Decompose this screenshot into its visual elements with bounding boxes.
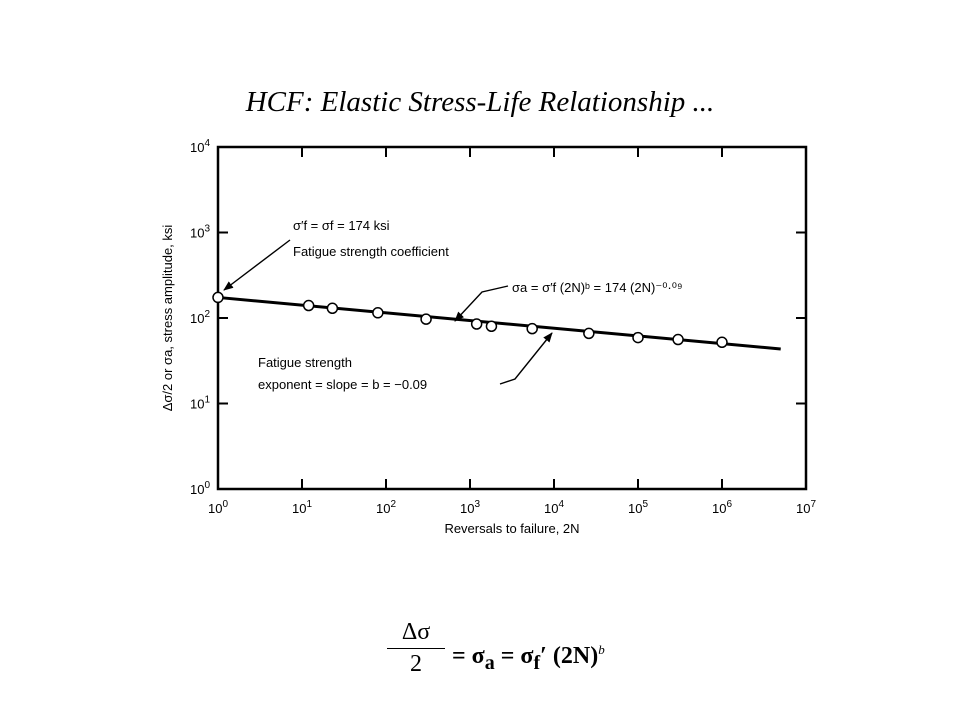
- formula-denominator: 2: [410, 651, 422, 677]
- data-point: [302, 299, 315, 312]
- formula-eq1: = σ: [452, 643, 485, 669]
- exponent-arrow: [499, 332, 553, 385]
- y-tick-label: 103: [190, 224, 210, 241]
- coef-label: Fatigue strength coefficient: [293, 244, 449, 259]
- x-tick-label: 107: [796, 499, 816, 516]
- axis-ticks: [218, 147, 806, 489]
- formula-numerator: Δσ: [401, 619, 431, 645]
- y-tick-label: 104: [190, 138, 210, 155]
- data-point: [212, 291, 224, 304]
- data-point: [632, 331, 644, 344]
- y-tick-label: 101: [190, 395, 210, 412]
- exponent-label-line1: Fatigue strength: [258, 355, 352, 370]
- formula-eq2: = σ: [494, 643, 534, 669]
- y-tick-label: 102: [190, 309, 210, 326]
- x-tick-labels: 100 101 102 103 104 105 106 107: [208, 499, 816, 516]
- basquin-formula: Δσ 2 = σa = σf′ (2N)b: [0, 618, 960, 682]
- y-tick-label: 100: [190, 480, 210, 497]
- formula-exp-b: b: [598, 642, 605, 657]
- slide-title: HCF: Elastic Stress-Life Relationship ..…: [245, 86, 715, 118]
- fit-line-group: [217, 295, 781, 351]
- basquin-arrow: [454, 285, 509, 322]
- formula-sub-a: a: [484, 651, 495, 674]
- data-point: [485, 320, 498, 333]
- data-point: [372, 307, 384, 319]
- x-tick-label: 103: [460, 499, 480, 516]
- y-tick-labels: 100 101 102 103 104: [190, 138, 210, 497]
- data-points: [212, 291, 728, 349]
- coef-arrow: [223, 239, 291, 291]
- x-tick-label: 106: [712, 499, 732, 516]
- x-tick-label: 104: [544, 499, 564, 516]
- formula-fraction: Δσ 2: [387, 618, 445, 678]
- formula-tail: (2N): [546, 643, 599, 669]
- data-point: [583, 327, 595, 340]
- data-point: [326, 302, 339, 315]
- plot-frame: [216, 145, 808, 491]
- fraction-bar: [387, 648, 445, 649]
- x-tick-label: 105: [628, 499, 648, 516]
- exponent-label-line2: exponent = slope = b = −0.09: [258, 377, 427, 392]
- data-point: [470, 318, 483, 330]
- y-axis-label: Δσ/2 or σa, stress amplitude, ksi: [160, 225, 175, 412]
- formula-rhs: = σa = σf′ (2N)b: [452, 635, 605, 678]
- x-tick-label: 102: [376, 499, 396, 516]
- x-axis-label: Reversals to failure, 2N: [444, 521, 579, 536]
- fit-line: [217, 295, 781, 351]
- data-point: [672, 333, 684, 346]
- stress-life-chart: 100 101 102 103 104 105 106 107 100 101 102 103 104…: [160, 138, 816, 536]
- data-point: [526, 322, 538, 335]
- data-point: [420, 313, 432, 325]
- formula-prime: ′: [540, 643, 547, 669]
- data-point: [716, 336, 728, 349]
- x-tick-label: 100: [208, 499, 228, 516]
- formula-sub-f: f: [533, 651, 541, 674]
- coef-equation: σ′f = σf = 174 ksi: [293, 218, 390, 233]
- basquin-equation: σa = σ′f (2N)ᵇ = 174 (2N)⁻⁰·⁰⁹: [512, 280, 683, 295]
- x-tick-label: 101: [292, 499, 312, 516]
